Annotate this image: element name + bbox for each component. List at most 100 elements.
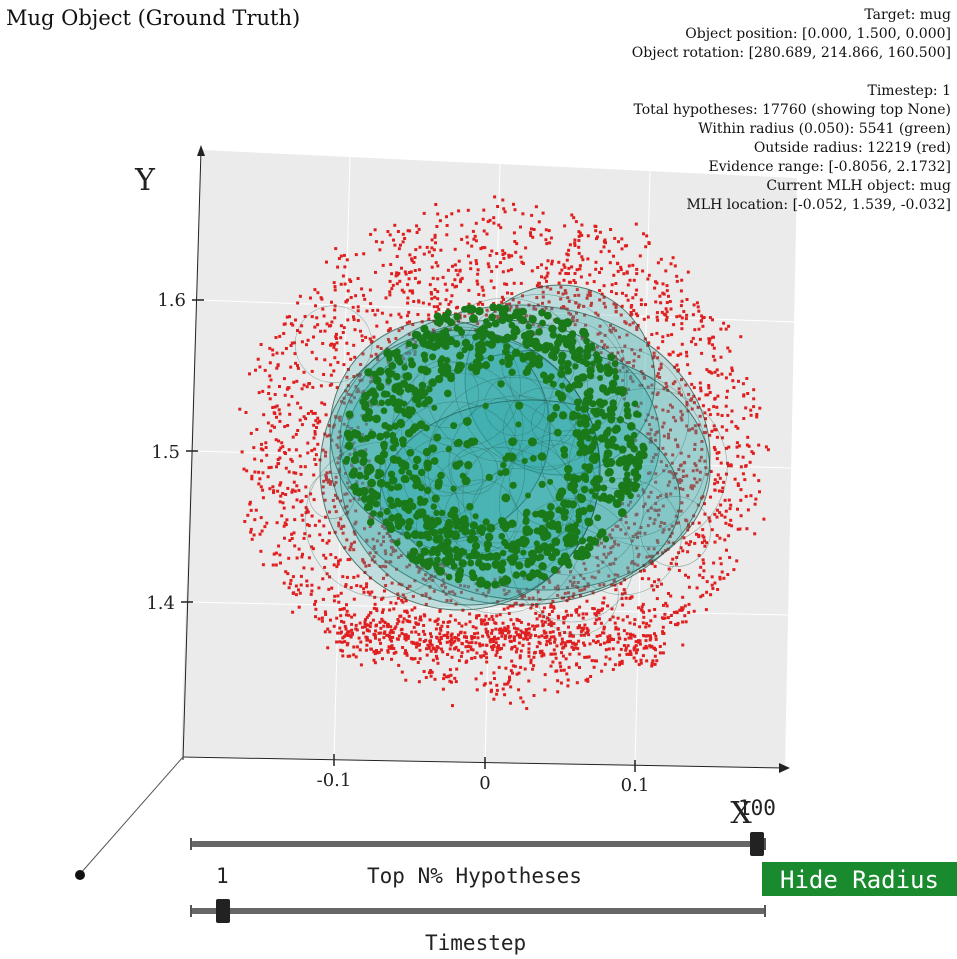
hypothesis-point-inside [552, 403, 561, 412]
hypothesis-point-outside [679, 546, 683, 550]
hypothesis-point-outside [753, 532, 757, 536]
hypothesis-point-outside [499, 627, 503, 631]
hypothesis-point-outside [469, 647, 473, 651]
timestep-slider-handle[interactable] [216, 899, 230, 923]
hypothesis-point-outside [324, 454, 327, 458]
hypothesis-point-outside [425, 653, 429, 657]
hypothesis-point-outside [481, 288, 485, 292]
hypothesis-point-outside [435, 225, 439, 228]
hypothesis-point-outside [529, 234, 533, 237]
hypothesis-point-outside [397, 582, 401, 586]
hypothesis-point-inside [414, 509, 424, 518]
hypothesis-point-outside [321, 448, 325, 452]
hypothesis-point-outside [390, 272, 394, 276]
hypothesis-point-outside [328, 470, 332, 474]
hypothesis-point-outside [677, 569, 681, 572]
hypothesis-point-outside [337, 524, 341, 528]
hypothesis-point-outside [574, 220, 578, 224]
hypothesis-point-outside [450, 638, 453, 642]
hypothesis-point-outside [719, 355, 723, 359]
hypothesis-point-outside [646, 509, 650, 513]
hypothesis-point-outside [749, 413, 753, 417]
hypothesis-point-inside [606, 494, 614, 502]
hypothesis-point-outside [359, 640, 363, 644]
hypothesis-point-outside [413, 353, 417, 356]
slider-tick [764, 905, 766, 917]
hypothesis-point-outside [583, 623, 587, 627]
hypothesis-point-outside [344, 584, 348, 588]
hypothesis-point-outside [257, 391, 261, 395]
hypothesis-point-outside [636, 563, 640, 567]
hypothesis-point-inside [569, 337, 577, 345]
hypothesis-point-inside [622, 476, 631, 484]
hypothesis-point-outside [709, 593, 713, 597]
hypothesis-point-outside [620, 247, 624, 251]
hypothesis-point-outside [718, 556, 722, 560]
hypothesis-point-outside [540, 654, 544, 658]
x-tick-label: 0 [479, 773, 490, 794]
hypothesis-point-outside [414, 616, 417, 620]
hypothesis-point-outside [745, 527, 749, 531]
hypothesis-point-outside [676, 445, 680, 449]
hypothesis-point-outside [604, 648, 608, 652]
hypothesis-point-inside [431, 520, 439, 528]
hypothesis-point-outside [484, 313, 488, 317]
object-position-text: Object position: [0.000, 1.500, 0.000] [685, 26, 951, 42]
hypothesis-point-outside [471, 625, 475, 629]
hypothesis-point-outside [347, 613, 351, 617]
top-n-slider-handle[interactable] [750, 832, 764, 856]
hypothesis-point-outside [702, 316, 706, 319]
hypothesis-point-outside [384, 552, 388, 556]
hypothesis-point-inside [472, 333, 480, 341]
hypothesis-point-outside [362, 590, 366, 594]
hide-radius-button[interactable]: Hide Radius [762, 862, 957, 896]
hypothesis-point-outside [726, 573, 730, 576]
hypothesis-point-outside [592, 665, 596, 669]
hypothesis-point-outside [679, 352, 683, 356]
hypothesis-point-outside [406, 314, 409, 318]
hypothesis-point-inside [512, 308, 522, 318]
hypothesis-point-inside [597, 434, 607, 443]
hypothesis-point-outside [675, 610, 679, 614]
hypothesis-point-outside [495, 649, 499, 653]
hypothesis-point-outside [702, 535, 706, 539]
hypothesis-point-outside [465, 235, 469, 239]
hypothesis-point-outside [400, 627, 404, 631]
hypothesis-point-inside [412, 556, 422, 565]
hypothesis-point-outside [425, 245, 429, 249]
hypothesis-point-outside [720, 570, 724, 574]
timestep-slider-track[interactable] [190, 908, 766, 914]
hypothesis-point-outside [512, 636, 516, 640]
hypothesis-point-outside [285, 315, 289, 319]
hypothesis-point-outside [474, 239, 478, 243]
hypothesis-point-outside [362, 561, 366, 565]
hypothesis-point-outside [578, 624, 581, 628]
hypothesis-point-outside [618, 335, 621, 339]
hypothesis-point-outside [634, 640, 638, 644]
hypothesis-point-inside [589, 455, 599, 465]
hypothesis-point-outside [460, 223, 464, 227]
hypothesis-point-outside [389, 263, 393, 266]
hypothesis-point-outside [512, 622, 516, 626]
hypothesis-point-inside [630, 468, 640, 477]
hypothesis-point-outside [653, 662, 657, 666]
hypothesis-point-inside [371, 370, 379, 379]
hypothesis-point-outside [363, 465, 367, 469]
hypothesis-point-outside [390, 657, 393, 661]
hypothesis-point-inside [447, 374, 456, 383]
hypothesis-point-outside [550, 259, 554, 263]
hypothesis-point-inside [462, 340, 469, 347]
hypothesis-point-outside [589, 304, 593, 307]
y-tick-label: 1.6 [157, 290, 186, 311]
hypothesis-point-outside [646, 315, 650, 319]
hypothesis-point-outside [535, 284, 539, 288]
hypothesis-point-outside [284, 523, 288, 527]
hypothesis-point-outside [687, 543, 691, 547]
top-n-slider-track[interactable] [190, 841, 766, 847]
hypothesis-point-outside [602, 596, 606, 600]
hypothesis-point-outside [329, 480, 333, 484]
hypothesis-point-outside [501, 687, 505, 691]
hypothesis-point-outside [287, 556, 291, 560]
hypothesis-point-outside [507, 253, 511, 257]
